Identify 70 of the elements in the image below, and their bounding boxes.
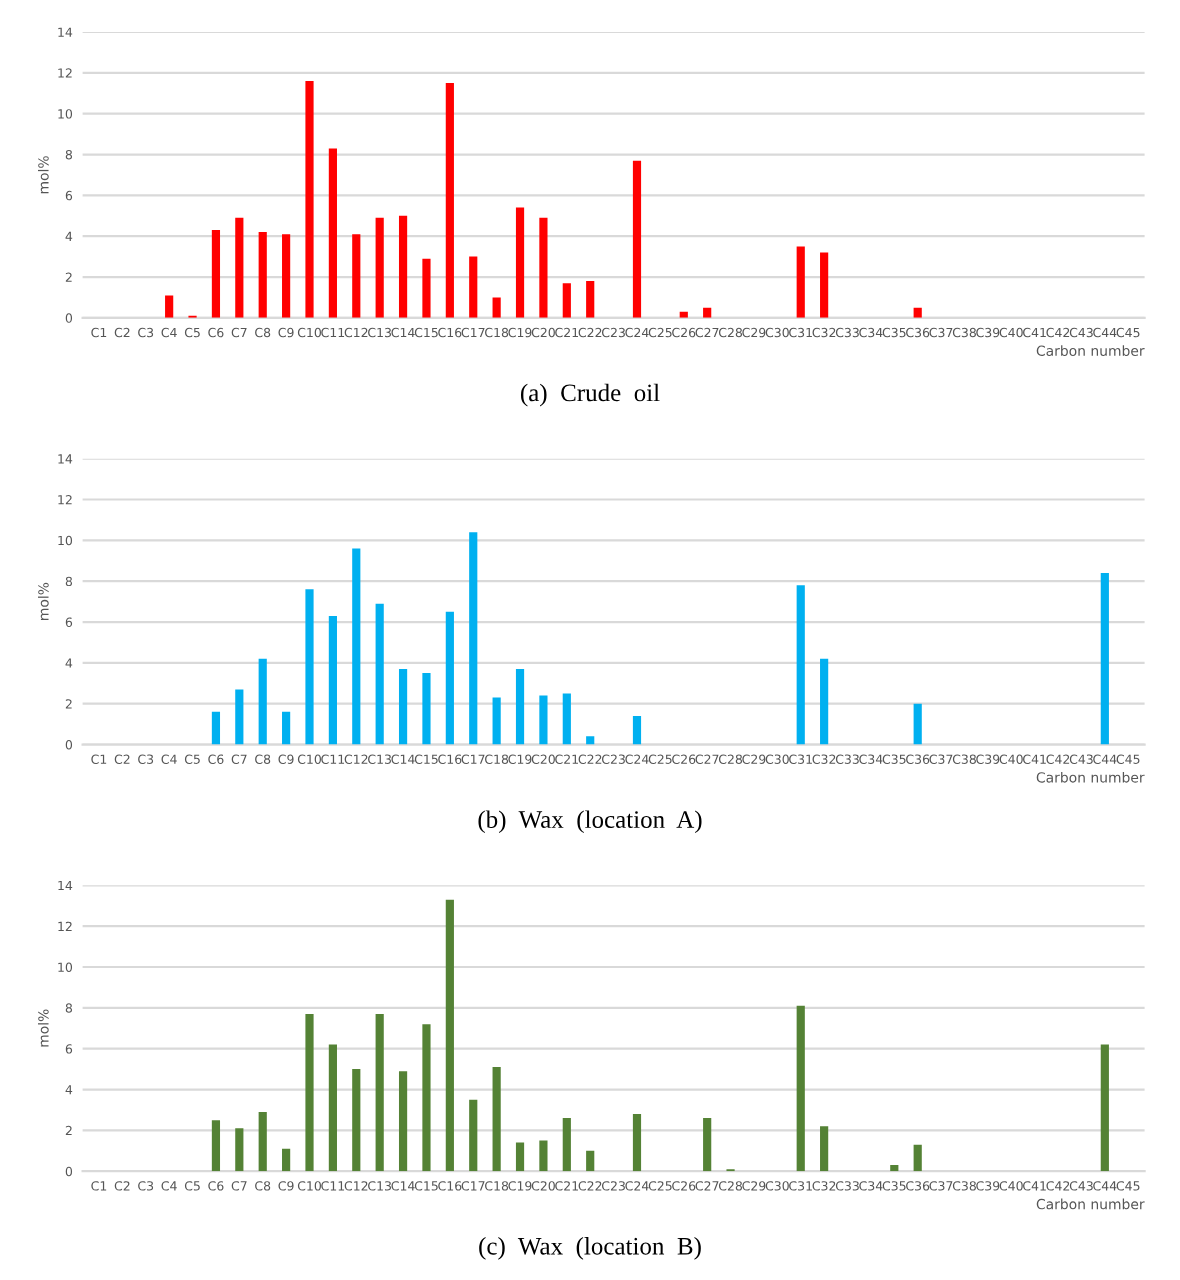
bar — [632, 1114, 642, 1172]
bar — [796, 585, 805, 745]
bar — [913, 1144, 922, 1172]
bar — [1100, 1044, 1109, 1172]
text: (b) Wax (location A) — [478, 810, 702, 834]
bar — [165, 295, 174, 318]
text: (c) Wax (location B) — [479, 1237, 701, 1260]
bar — [539, 217, 548, 318]
bar — [913, 703, 922, 745]
bar — [398, 668, 408, 745]
bar — [328, 1044, 337, 1172]
bar — [258, 1111, 267, 1172]
bar — [820, 1126, 829, 1172]
bar — [515, 1142, 525, 1172]
bar — [820, 252, 829, 318]
bar — [211, 1120, 221, 1172]
bar — [398, 215, 408, 318]
bar — [258, 658, 267, 745]
bar — [796, 246, 805, 318]
bar — [305, 589, 314, 745]
bar — [469, 1099, 478, 1172]
bar — [235, 689, 244, 745]
bar — [398, 1071, 408, 1172]
bar — [328, 615, 337, 745]
bar — [235, 1128, 244, 1172]
bar — [890, 1165, 899, 1172]
bar — [211, 230, 221, 318]
bar — [820, 658, 829, 745]
bar — [562, 283, 571, 318]
bar — [305, 81, 314, 318]
bar — [445, 611, 454, 745]
bar — [422, 1024, 431, 1172]
bar — [1100, 573, 1109, 745]
bar — [492, 297, 501, 318]
text: (a) Crude oil — [520, 383, 660, 407]
bar — [562, 1118, 571, 1172]
bar — [586, 736, 595, 745]
bar — [375, 603, 384, 745]
bar — [282, 1148, 291, 1172]
bar — [375, 217, 384, 318]
bar — [492, 1067, 501, 1172]
bar — [282, 711, 291, 745]
bar — [703, 1118, 712, 1172]
bar — [328, 148, 337, 318]
bar — [445, 83, 454, 318]
bar — [422, 258, 431, 318]
bar — [469, 256, 478, 318]
bar — [422, 673, 431, 745]
bar — [375, 1013, 384, 1172]
bar — [515, 207, 525, 318]
bar — [632, 715, 642, 745]
bar — [796, 1005, 805, 1172]
bar — [586, 281, 595, 318]
bar — [515, 668, 525, 745]
bar — [282, 234, 291, 318]
bar — [562, 693, 571, 745]
bar — [305, 1013, 314, 1172]
bar — [352, 548, 361, 745]
bar — [235, 217, 244, 318]
bar — [586, 1150, 595, 1172]
bar — [352, 1069, 361, 1172]
bar — [258, 232, 267, 318]
bar — [539, 1140, 548, 1172]
bar — [469, 532, 478, 745]
bar — [632, 160, 642, 318]
bar — [492, 697, 501, 745]
bar — [445, 899, 454, 1172]
bar — [211, 711, 221, 745]
bar — [539, 695, 548, 745]
bar — [352, 234, 361, 318]
